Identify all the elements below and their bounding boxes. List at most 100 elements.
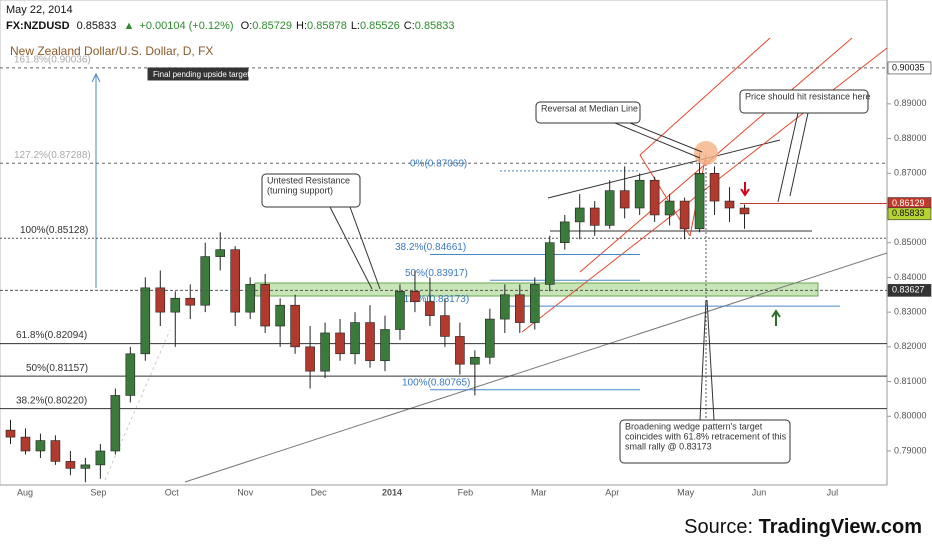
ohlc-key: H: xyxy=(296,20,307,32)
candle-body xyxy=(35,440,46,452)
x-tick-label: 2014 xyxy=(382,487,402,497)
fib-label: 50%(0.81157) xyxy=(26,363,88,374)
candle-body xyxy=(20,436,31,452)
callout-box xyxy=(147,67,249,81)
wedge-top xyxy=(547,139,781,199)
candle-body xyxy=(215,249,226,257)
change: +0.00104 (+0.12%) xyxy=(139,20,233,32)
ohlc-value: 0.85729 xyxy=(252,20,292,32)
x-tick-label: Mar xyxy=(531,487,547,497)
y-tick-label: 0.79000 xyxy=(894,445,927,455)
candle-body xyxy=(290,304,300,348)
candle-body xyxy=(350,322,360,355)
down-arrow xyxy=(740,182,750,197)
source-prefix: Source: xyxy=(684,516,758,538)
callout-text: Broadening wedge pattern's target xyxy=(625,421,763,431)
candle-body xyxy=(170,297,181,313)
candle-body xyxy=(649,179,660,216)
y-tick-label: 0.88000 xyxy=(894,133,927,143)
candle-body xyxy=(440,315,450,337)
candle-body xyxy=(65,461,76,469)
y-tick-label: 0.82000 xyxy=(894,341,927,351)
candle-body xyxy=(260,284,270,327)
ohlc-key: L: xyxy=(351,20,360,32)
x-tick-label: Sep xyxy=(90,487,106,497)
price-tag-label: 0.86129 xyxy=(892,198,925,208)
source-brand: TradingView.com xyxy=(759,516,922,538)
candle-body xyxy=(80,464,91,469)
small-fib-label: 100%(0.80765) xyxy=(402,377,470,388)
price-tag-label: 0.83627 xyxy=(892,285,925,295)
candle-body xyxy=(95,450,106,466)
candle-body xyxy=(425,301,435,316)
price-tag xyxy=(887,284,932,297)
candle-body xyxy=(589,207,600,226)
date: May 22, 2014 xyxy=(6,4,73,16)
target-arrow-head xyxy=(91,72,101,83)
last: 0.85833 xyxy=(77,20,117,32)
small-fib-label: 61.8%(0.83173) xyxy=(398,294,469,305)
up-arrow xyxy=(771,309,781,326)
candle-body xyxy=(694,172,705,230)
candle-body xyxy=(275,304,285,327)
candle-body xyxy=(305,346,315,372)
callout-pointer xyxy=(789,112,809,197)
candle-body xyxy=(245,284,255,313)
candle-body xyxy=(664,200,675,216)
candle-body xyxy=(200,256,211,306)
trendline xyxy=(184,252,888,483)
candle-body xyxy=(185,297,196,306)
candle-body xyxy=(544,242,555,285)
candle-body xyxy=(110,395,121,452)
callout-text: Untested Resistance xyxy=(267,175,350,185)
candle-body xyxy=(470,356,480,365)
callout-box xyxy=(535,101,641,124)
fib-label: 38.2%(0.80220) xyxy=(16,395,87,406)
candle-body xyxy=(559,221,570,244)
price-tag xyxy=(887,61,932,75)
up-arrow: ▲ xyxy=(123,20,134,32)
candle-body xyxy=(709,172,720,202)
callout-box xyxy=(619,419,791,464)
callout-text: Reversal at Median Line xyxy=(541,103,638,113)
x-tick-label: May xyxy=(677,487,695,497)
price-tag xyxy=(887,207,932,221)
chart-title: New Zealand Dollar/U.S. Dollar, D, FX xyxy=(10,44,213,58)
ohlc-value: 0.85833 xyxy=(415,20,455,32)
x-tick-label: Jul xyxy=(827,487,839,497)
callout-text: Price should hit resistance here xyxy=(745,91,871,101)
plot-area xyxy=(0,0,888,486)
x-tick-label: Feb xyxy=(458,487,474,497)
candle-body xyxy=(679,200,690,230)
ohlc-key: C: xyxy=(404,20,415,32)
callout-pointer xyxy=(614,122,701,159)
candle-body xyxy=(5,429,16,438)
x-tick-label: Nov xyxy=(237,487,254,497)
y-tick-label: 0.81000 xyxy=(894,376,927,386)
callout-pointer xyxy=(349,206,381,290)
fib-label: 100%(0.85128) xyxy=(20,225,88,236)
reversal-marker xyxy=(694,141,718,165)
candle-body xyxy=(574,207,585,223)
callout-text: small rally @ 0.83173 xyxy=(625,441,712,451)
fib-label: 61.8%(0.82094) xyxy=(16,330,87,341)
x-tick-label: Jun xyxy=(752,487,767,497)
source: Source: TradingView.com xyxy=(684,516,922,538)
price-tag-label: 0.85833 xyxy=(892,208,925,218)
candle-body xyxy=(125,353,136,396)
candle-body xyxy=(320,332,330,372)
y-tick-label: 0.85000 xyxy=(894,237,927,247)
price-tag-label: 0.90035 xyxy=(892,62,925,72)
candle-body xyxy=(739,207,750,215)
callout-text: coincides with 61.8% retracement of this xyxy=(625,431,787,441)
candle-body xyxy=(634,179,645,209)
candle-body xyxy=(619,190,630,209)
small-fib-label: 0%(0.87069) xyxy=(410,159,467,170)
ohlc-value: 0.85526 xyxy=(360,20,400,32)
callout-pointer xyxy=(699,299,707,421)
candle-body xyxy=(140,287,151,355)
candle-body xyxy=(395,291,405,330)
fib-label: 161.8%(0.90036) xyxy=(14,55,91,66)
x-tick-label: Aug xyxy=(17,487,33,497)
candle-body xyxy=(230,249,240,313)
